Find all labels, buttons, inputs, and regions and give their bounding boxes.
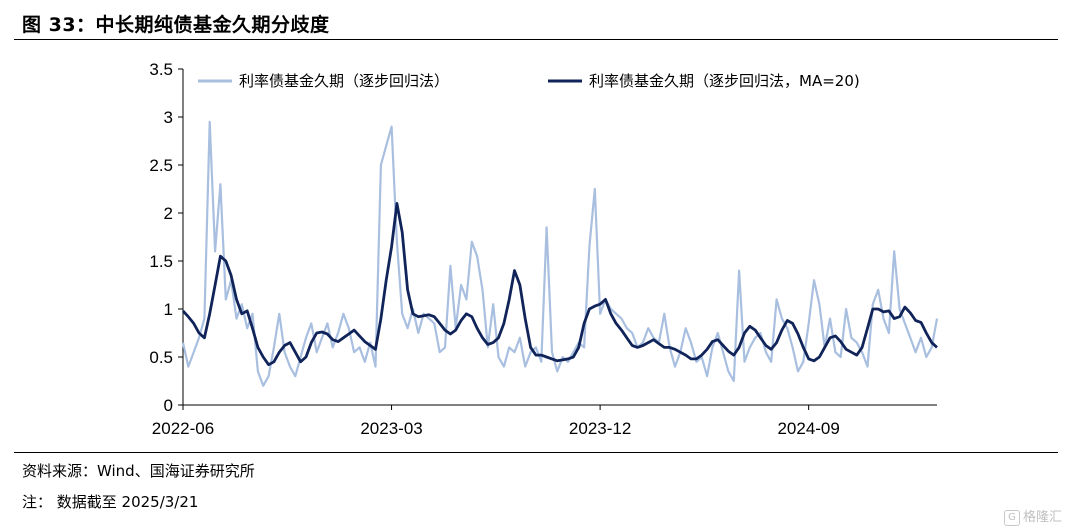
source-note: 资料来源：Wind、国海证券研究所 xyxy=(22,462,255,480)
x-tick-label: 2022-06 xyxy=(152,419,214,438)
series-lines xyxy=(181,120,939,387)
x-tick-label: 2024-09 xyxy=(777,419,839,438)
title-divider xyxy=(14,39,1058,40)
legend: 利率债基金久期（逐步回归法） 利率债基金久期（逐步回归法，MA=20) xyxy=(198,72,860,90)
y-tick-label: 1 xyxy=(164,300,173,319)
figure-title: 图 33：中长期纯债基金久期分歧度 xyxy=(22,14,330,36)
y-tick-label: 0 xyxy=(164,396,173,415)
legend-label-raw: 利率债基金久期（逐步回归法） xyxy=(239,72,449,90)
y-tick-label: 2.5 xyxy=(149,156,173,175)
series-line-ma xyxy=(181,201,938,367)
y-tick-label: 2 xyxy=(164,204,173,223)
watermark-text: 格隆汇 xyxy=(1022,510,1062,525)
y-tick-label: 0.5 xyxy=(149,348,173,367)
y-axis: 0 0.5 1 1.5 2 2.5 3 3.5 xyxy=(149,60,184,415)
y-tick-label: 1.5 xyxy=(149,252,173,271)
x-tick-label: 2023-03 xyxy=(360,419,422,438)
legend-label-ma: 利率债基金久期（逐步回归法，MA=20) xyxy=(589,72,860,90)
y-tick-label: 3.5 xyxy=(149,60,173,79)
date-note: 注： 数据截至 2025/3/21 xyxy=(22,493,199,511)
y-tick-label: 3 xyxy=(164,108,173,127)
series-line-raw xyxy=(181,120,939,387)
x-tick-label: 2023-12 xyxy=(569,419,631,438)
x-axis: 2022-06 2023-03 2023-12 2024-09 xyxy=(152,404,937,438)
footer-divider xyxy=(14,452,1058,453)
watermark-logo-icon: G xyxy=(1003,509,1020,526)
watermark: G 格隆汇 xyxy=(1003,506,1062,526)
